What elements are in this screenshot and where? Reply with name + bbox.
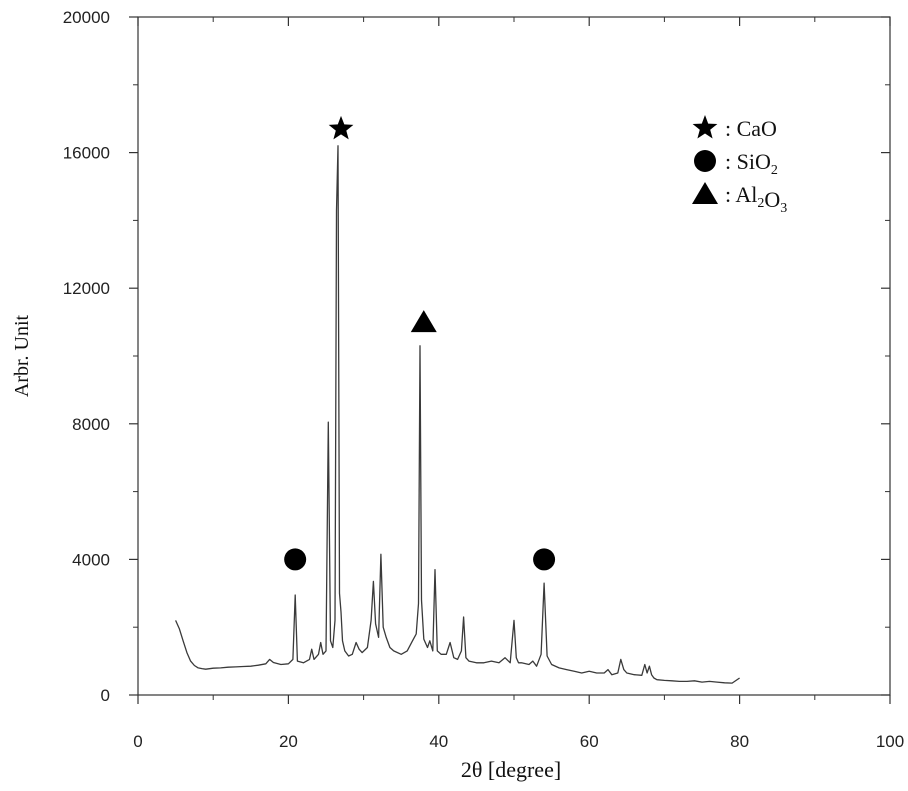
triangle-legend-icon: [692, 182, 718, 204]
plot-frame: [137, 16, 891, 696]
circle-marker-icon: [533, 548, 556, 571]
axis-ticks: [129, 16, 891, 704]
x-tick-label: 20: [279, 732, 298, 751]
y-tick-label: 8000: [72, 415, 110, 434]
legend: : CaO : SiO2 : Al2O3: [692, 115, 787, 216]
circle-legend-icon: [694, 150, 716, 172]
legend-label: : SiO2: [725, 149, 778, 178]
y-tick-label: 4000: [72, 550, 110, 569]
y-tick-label: 12000: [63, 279, 110, 298]
y-tick-label: 20000: [63, 8, 110, 27]
x-tick-label: 60: [580, 732, 599, 751]
star-marker-icon: [328, 115, 354, 140]
y-tick-label: 0: [101, 686, 110, 705]
circle-marker-icon: [284, 548, 307, 571]
x-tick-label: 0: [133, 732, 142, 751]
legend-label: : Al2O3: [725, 182, 787, 216]
legend-label: : CaO: [725, 116, 777, 141]
x-axis-label: 2θ [degree]: [461, 757, 561, 782]
triangle-marker-icon: [410, 310, 437, 333]
x-tick-label: 80: [730, 732, 749, 751]
axis-tick-labels: 0 4000 8000 12000 16000 20000 0 20 40 60 80 100: [63, 8, 904, 751]
y-axis-label: Arbr. Unit: [11, 314, 33, 397]
x-tick-label: 100: [876, 732, 904, 751]
x-tick-label: 40: [429, 732, 448, 751]
series-line: [175, 145, 740, 684]
star-legend-icon: [692, 115, 718, 139]
peak-annotations: [284, 115, 556, 571]
y-tick-label: 16000: [63, 144, 110, 163]
